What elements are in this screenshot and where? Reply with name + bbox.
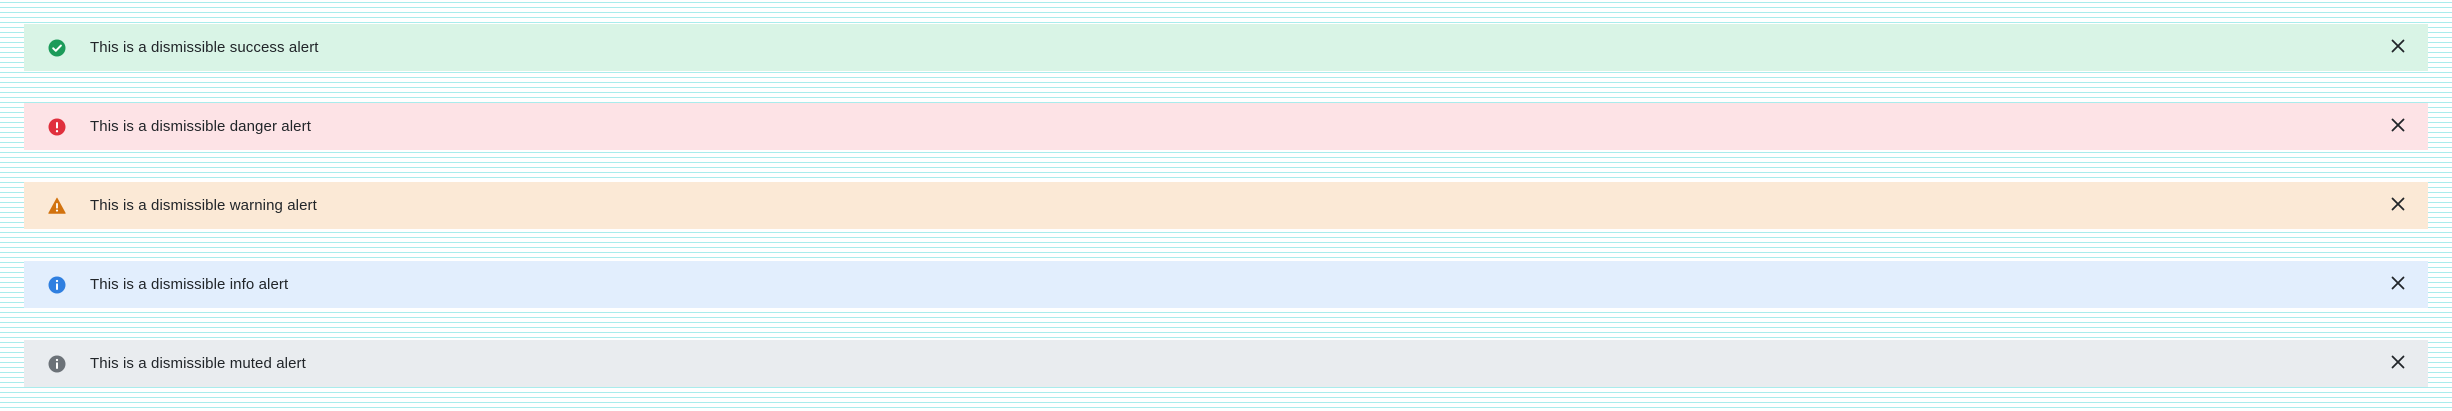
alert-message: This is a dismissible success alert: [90, 39, 319, 56]
close-button[interactable]: [2384, 192, 2412, 220]
info-circle-icon: [48, 355, 66, 373]
info-circle-icon: [48, 276, 66, 294]
warning-alert: This is a dismissible warning alert: [24, 182, 2428, 229]
alert-message: This is a dismissible info alert: [90, 276, 289, 293]
close-icon: [2390, 38, 2406, 57]
close-icon: [2390, 275, 2406, 294]
muted-alert: This is a dismissible muted alert: [24, 340, 2428, 387]
close-button[interactable]: [2384, 34, 2412, 62]
close-icon: [2390, 196, 2406, 215]
info-alert: This is a dismissible info alert: [24, 261, 2428, 308]
alerts-list: This is a dismissible success alert This…: [24, 24, 2428, 387]
exclamation-circle-icon: [48, 118, 66, 136]
warning-triangle-icon: [48, 197, 66, 215]
danger-alert: This is a dismissible danger alert: [24, 103, 2428, 150]
alert-message: This is a dismissible warning alert: [90, 197, 317, 214]
close-button[interactable]: [2384, 113, 2412, 141]
close-icon: [2390, 354, 2406, 373]
close-button[interactable]: [2384, 271, 2412, 299]
success-alert: This is a dismissible success alert: [24, 24, 2428, 71]
alert-message: This is a dismissible muted alert: [90, 355, 306, 372]
close-button[interactable]: [2384, 350, 2412, 378]
alert-message: This is a dismissible danger alert: [90, 118, 311, 135]
close-icon: [2390, 117, 2406, 136]
check-circle-icon: [48, 39, 66, 57]
